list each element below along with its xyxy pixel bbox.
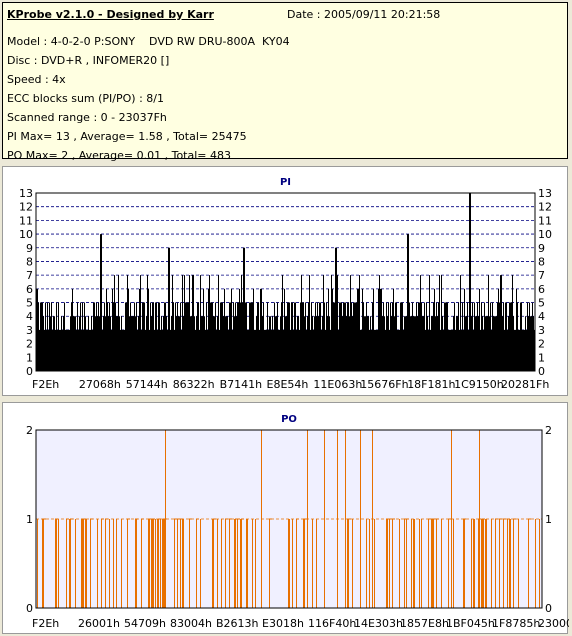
chart-title: PO: [281, 414, 297, 425]
y-tick-label-right: 7: [538, 269, 545, 282]
info-panel: KProbe v2.1.0 - Designed by Karr Date : …: [2, 2, 568, 162]
bars: [37, 430, 540, 608]
x-tick-label: 86322h: [173, 378, 215, 391]
x-tick-label: 1F8785h: [492, 617, 540, 630]
x-tick-label: B7141h: [220, 378, 263, 391]
y-tick-label-right: 2: [538, 338, 545, 351]
y-tick-label-right: 2: [545, 424, 552, 437]
y-tick-label-left: 11: [19, 214, 33, 227]
y-tick-label-right: 1: [538, 351, 545, 364]
y-tick-label-right: 6: [538, 283, 545, 296]
x-tick-label: 27068h: [79, 378, 121, 391]
y-tick-label-right: 4: [538, 310, 545, 323]
y-tick-label-right: 1: [545, 513, 552, 526]
y-tick-label-left: 0: [26, 365, 33, 378]
y-tick-label-left: 4: [26, 310, 33, 323]
app-title: KProbe v2.1.0 - Designed by Karr: [7, 8, 214, 21]
y-tick-label-left: 1: [26, 513, 33, 526]
info-range: Scanned range : 0 - 23037Fh: [7, 111, 167, 124]
po-chart-panel: PO 0 0 1 1 2 2 F2Eh 26001h 54709h 83004h B2613h E301…: [2, 402, 569, 634]
y-tick-label-left: 2: [26, 338, 33, 351]
x-tick-label: F2Eh: [32, 378, 59, 391]
plot-border: [35, 192, 536, 372]
x-tick-label: 11E063h: [313, 378, 362, 391]
y-tick-label-left: 0: [26, 602, 33, 615]
x-tick-label: F2Eh: [32, 617, 59, 630]
y-tick-label-right: 0: [545, 602, 552, 615]
y-tick-label-left: 2: [26, 424, 33, 437]
y-tick-label-right: 9: [538, 242, 545, 255]
y-tick-label-left: 5: [26, 297, 33, 310]
x-tick-label: 1C9150h: [454, 378, 504, 391]
y-tick-label-right: 8: [538, 255, 545, 268]
chart-title: PI: [280, 177, 291, 188]
x-tick-label: 15676Fh: [360, 378, 408, 391]
y-tick-label-right: 11: [538, 214, 552, 227]
x-tick-label: 230003h: [538, 617, 569, 630]
y-tick-label-left: 12: [19, 201, 33, 214]
y-tick-label-right: 12: [538, 201, 552, 214]
bars: [36, 193, 535, 371]
y-tick-label-left: 10: [19, 228, 33, 241]
y-tick-label-right: 0: [538, 365, 545, 378]
y-tick-label-left: 13: [19, 187, 33, 200]
x-tick-label: 26001h: [78, 617, 120, 630]
y-tick-label-left: 3: [26, 324, 33, 337]
y-tick-label-left: 7: [26, 269, 33, 282]
y-tick-label-right: 3: [538, 324, 545, 337]
x-tick-label: 83004h: [170, 617, 212, 630]
y-tick-label-left: 9: [26, 242, 33, 255]
x-tick-label: 116F40h: [308, 617, 356, 630]
y-tick-label-left: 1: [26, 351, 33, 364]
x-tick-label: 20281Fh: [501, 378, 549, 391]
info-pi-summary: PI Max= 13 , Average= 1.58 , Total= 2547…: [7, 130, 247, 143]
pi-chart-panel: PI 0 0 1 1 2 2 3 3 4 4 5 5 6 6 7 7 8 8 9 9 10 10 11 11 12 12 13 13 F2…: [2, 166, 568, 396]
y-tick-label-left: 8: [26, 255, 33, 268]
x-tick-label: E8E54h: [267, 378, 309, 391]
y-tick-label-right: 13: [538, 187, 552, 200]
info-speed: Speed : 4x: [7, 73, 66, 86]
plot-border: [35, 429, 543, 609]
x-tick-label: 18F181h: [407, 378, 455, 391]
x-tick-label: 54709h: [124, 617, 166, 630]
info-disc: Disc : DVD+R , INFOMER20 []: [7, 54, 170, 67]
x-tick-label: 1BF045h: [446, 617, 495, 630]
y-tick-label-left: 6: [26, 283, 33, 296]
scan-date: Date : 2005/09/11 20:21:58: [287, 8, 441, 21]
info-ecc: ECC blocks sum (PI/PO) : 8/1: [7, 92, 164, 105]
x-tick-label: E3018h: [262, 617, 304, 630]
y-tick-label-right: 10: [538, 228, 552, 241]
info-po-summary: PO Max= 2 , Average= 0.01 , Total= 483: [7, 149, 231, 162]
x-tick-label: B2613h: [216, 617, 259, 630]
y-tick-label-right: 5: [538, 297, 545, 310]
x-tick-label: 57144h: [126, 378, 168, 391]
x-tick-label: 1857E8h: [400, 617, 449, 630]
po-chart: PO 0 0 1 1 2 2 F2Eh 26001h 54709h 83004h B2613h E301…: [26, 414, 569, 630]
info-model: Model : 4-0-2-0 P:SONY DVD RW DRU-800A K…: [7, 35, 290, 48]
x-tick-label: 14E303h: [354, 617, 403, 630]
